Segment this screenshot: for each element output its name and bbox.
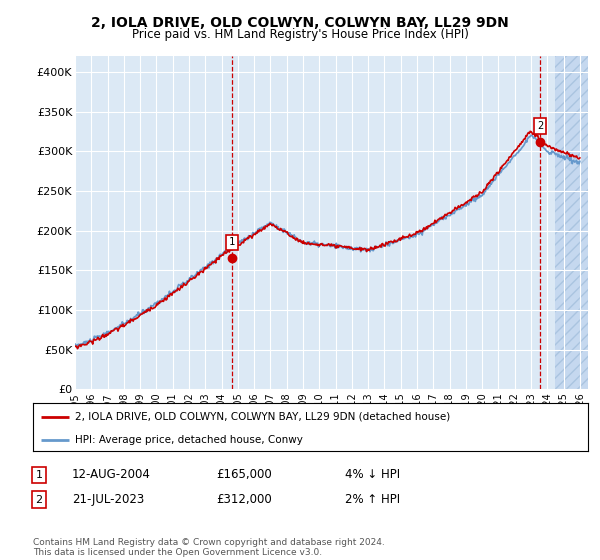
Text: Price paid vs. HM Land Registry's House Price Index (HPI): Price paid vs. HM Land Registry's House …: [131, 28, 469, 41]
Text: 1: 1: [35, 470, 43, 480]
Text: 1: 1: [229, 237, 235, 248]
Bar: [556, 56, 588, 389]
Text: £165,000: £165,000: [216, 468, 272, 482]
Text: HPI: Average price, detached house, Conwy: HPI: Average price, detached house, Conw…: [74, 435, 302, 445]
Text: 2% ↑ HPI: 2% ↑ HPI: [345, 493, 400, 506]
Text: 2: 2: [35, 494, 43, 505]
Text: 12-AUG-2004: 12-AUG-2004: [72, 468, 151, 482]
Text: Contains HM Land Registry data © Crown copyright and database right 2024.
This d: Contains HM Land Registry data © Crown c…: [33, 538, 385, 557]
Text: 2, IOLA DRIVE, OLD COLWYN, COLWYN BAY, LL29 9DN (detached house): 2, IOLA DRIVE, OLD COLWYN, COLWYN BAY, L…: [74, 412, 450, 422]
Text: 21-JUL-2023: 21-JUL-2023: [72, 493, 144, 506]
Text: 2, IOLA DRIVE, OLD COLWYN, COLWYN BAY, LL29 9DN: 2, IOLA DRIVE, OLD COLWYN, COLWYN BAY, L…: [91, 16, 509, 30]
Text: £312,000: £312,000: [216, 493, 272, 506]
Text: 4% ↓ HPI: 4% ↓ HPI: [345, 468, 400, 482]
Text: 2: 2: [537, 121, 543, 131]
